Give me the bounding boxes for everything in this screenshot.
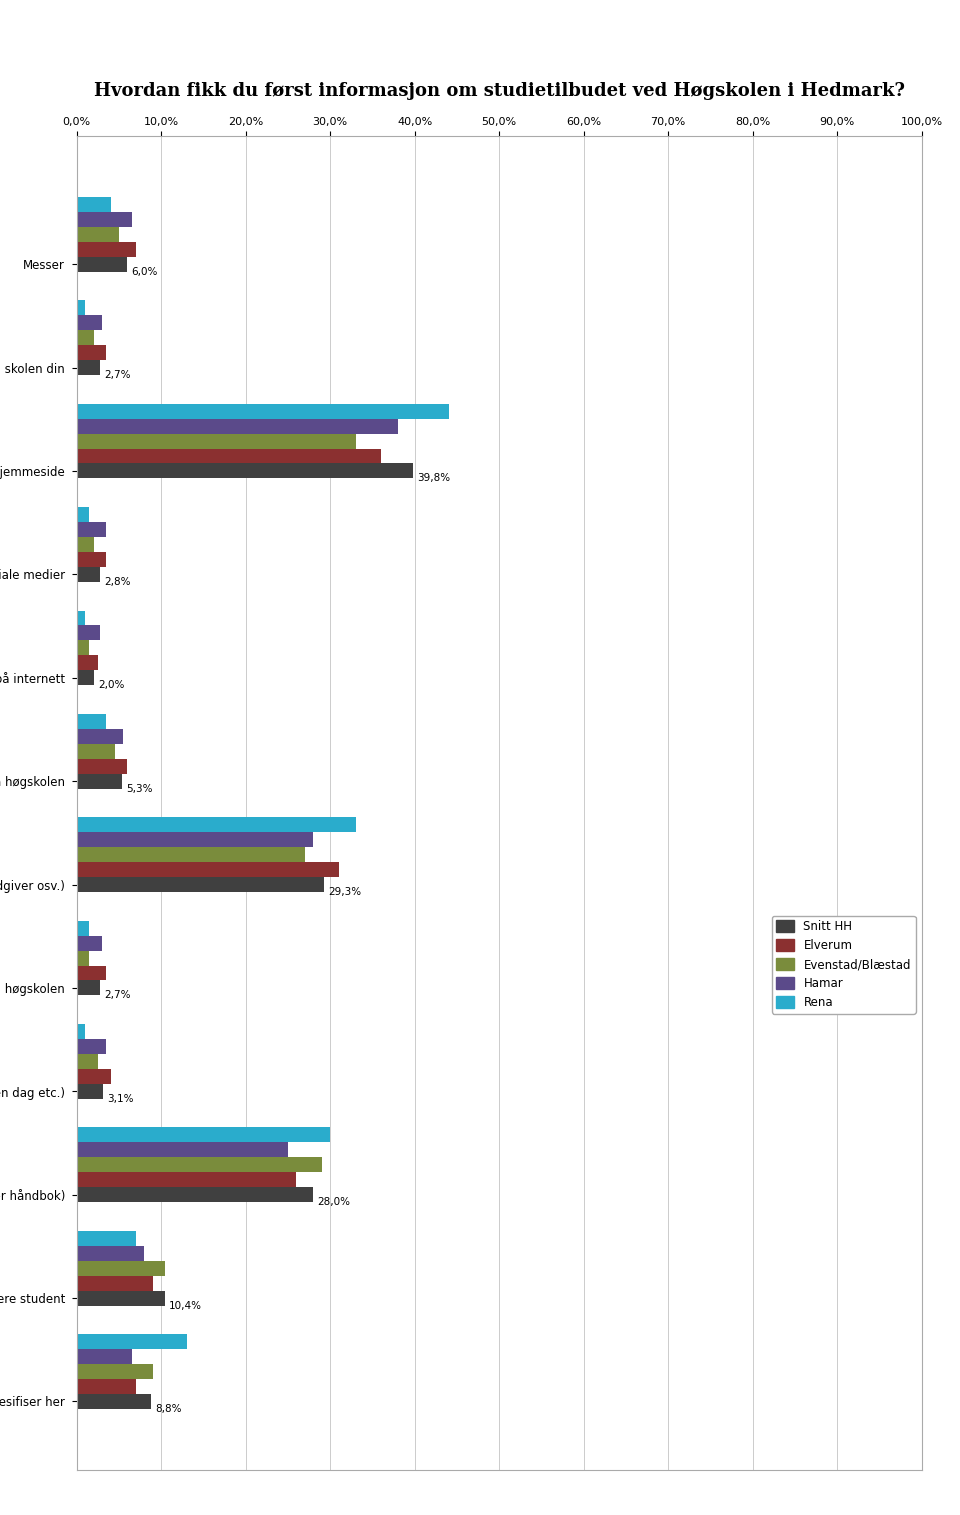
Bar bbox=[77, 847, 305, 862]
Bar bbox=[77, 1083, 103, 1098]
Bar bbox=[77, 256, 128, 271]
Bar bbox=[77, 759, 128, 774]
Bar bbox=[77, 950, 89, 965]
Bar bbox=[77, 1335, 186, 1350]
Bar bbox=[77, 1291, 165, 1306]
Bar bbox=[77, 1142, 288, 1157]
Bar bbox=[77, 626, 101, 641]
Text: 2,7%: 2,7% bbox=[104, 370, 131, 380]
Text: 8,8%: 8,8% bbox=[156, 1404, 181, 1413]
Bar bbox=[77, 980, 100, 995]
Bar bbox=[77, 641, 89, 656]
Bar bbox=[77, 227, 119, 242]
Text: 2,7%: 2,7% bbox=[104, 991, 131, 1000]
Bar bbox=[77, 774, 122, 789]
Bar bbox=[77, 1188, 313, 1203]
Bar bbox=[77, 656, 98, 670]
Bar bbox=[77, 1276, 153, 1291]
Bar bbox=[77, 1364, 153, 1379]
Bar bbox=[77, 567, 101, 582]
Bar bbox=[77, 300, 85, 315]
Bar bbox=[77, 508, 89, 523]
Bar bbox=[77, 817, 355, 832]
Bar bbox=[77, 433, 355, 448]
Bar bbox=[77, 877, 324, 892]
Bar bbox=[77, 464, 413, 479]
Bar bbox=[77, 448, 381, 464]
Text: 2,0%: 2,0% bbox=[98, 680, 124, 691]
Bar bbox=[77, 361, 100, 376]
Bar bbox=[77, 921, 89, 936]
Bar bbox=[77, 1350, 132, 1364]
Bar bbox=[77, 197, 110, 212]
Text: 3,1%: 3,1% bbox=[108, 1094, 133, 1104]
Bar bbox=[77, 965, 107, 980]
Text: 29,3%: 29,3% bbox=[328, 886, 362, 897]
Bar bbox=[77, 212, 132, 227]
Bar bbox=[77, 536, 94, 551]
Bar bbox=[77, 1173, 297, 1188]
Bar bbox=[77, 832, 313, 847]
Text: 6,0%: 6,0% bbox=[132, 267, 158, 277]
Text: 10,4%: 10,4% bbox=[169, 1300, 202, 1310]
Bar bbox=[77, 403, 448, 418]
Bar bbox=[77, 1039, 107, 1054]
Text: 2,8%: 2,8% bbox=[105, 577, 132, 586]
Bar bbox=[77, 330, 94, 345]
Bar bbox=[77, 862, 339, 877]
Bar bbox=[77, 1127, 330, 1142]
Bar bbox=[77, 551, 107, 567]
Bar bbox=[77, 936, 102, 950]
Bar bbox=[77, 714, 107, 729]
Bar bbox=[77, 1245, 144, 1260]
Bar bbox=[77, 611, 85, 626]
Bar bbox=[77, 1054, 98, 1070]
Title: Hvordan fikk du først informasjon om studietilbudet ved Høgskolen i Hedmark?: Hvordan fikk du først informasjon om stu… bbox=[94, 82, 904, 100]
Bar bbox=[77, 1230, 136, 1245]
Bar bbox=[77, 315, 102, 330]
Bar bbox=[77, 729, 123, 744]
Bar bbox=[77, 1070, 110, 1083]
Bar bbox=[77, 1260, 165, 1276]
Legend: Snitt HH, Elverum, Evenstad/Blæstad, Hamar, Rena: Snitt HH, Elverum, Evenstad/Blæstad, Ham… bbox=[772, 915, 916, 1014]
Text: 28,0%: 28,0% bbox=[318, 1197, 350, 1207]
Bar bbox=[77, 345, 107, 361]
Bar bbox=[77, 1394, 151, 1409]
Bar bbox=[77, 242, 136, 256]
Bar bbox=[77, 1157, 322, 1173]
Bar bbox=[77, 1024, 85, 1039]
Bar bbox=[77, 418, 397, 433]
Bar bbox=[77, 670, 94, 685]
Text: 39,8%: 39,8% bbox=[418, 473, 450, 483]
Bar bbox=[77, 744, 115, 759]
Bar bbox=[77, 523, 107, 536]
Bar bbox=[77, 1379, 136, 1394]
Text: 5,3%: 5,3% bbox=[126, 783, 153, 794]
